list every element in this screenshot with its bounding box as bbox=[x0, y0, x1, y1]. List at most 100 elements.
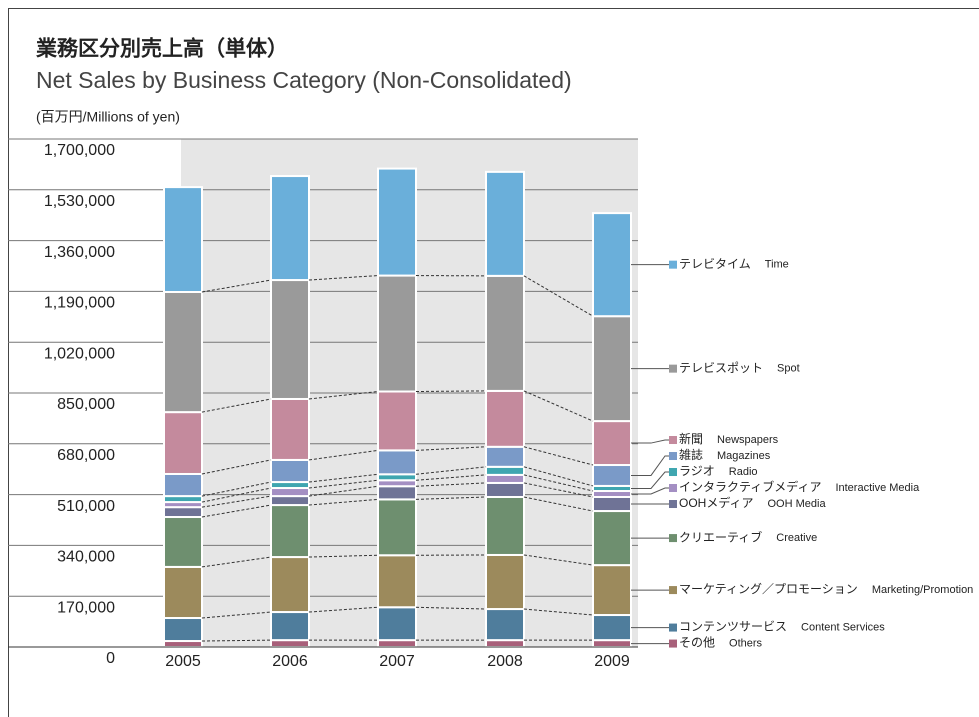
leader-line bbox=[631, 439, 669, 444]
legend-label-en: Marketing/Promotion bbox=[872, 584, 974, 596]
bar-segment bbox=[270, 556, 310, 614]
y-tick-label: 1,700,000 bbox=[44, 142, 115, 159]
legend-swatch bbox=[669, 260, 677, 269]
connector bbox=[415, 390, 487, 393]
x-tick-label: 2006 bbox=[272, 653, 308, 670]
legend-swatch bbox=[669, 484, 677, 493]
unit-label: (百万円/Millions of yen) bbox=[36, 109, 180, 125]
connector bbox=[523, 608, 594, 616]
connector bbox=[523, 482, 594, 498]
legend-swatch bbox=[669, 586, 677, 595]
connector bbox=[308, 606, 379, 613]
bar-segment bbox=[592, 495, 632, 513]
x-tick-label: 2009 bbox=[594, 653, 630, 670]
connector bbox=[308, 479, 379, 489]
connector bbox=[415, 482, 487, 487]
leader-line bbox=[631, 487, 669, 495]
legend-label: クリエーティブ bbox=[679, 529, 762, 544]
connector bbox=[201, 481, 272, 497]
bar-segment bbox=[592, 464, 632, 487]
bar-segment bbox=[377, 498, 417, 557]
legend-label-en: Radio bbox=[729, 466, 758, 478]
legend-swatch bbox=[669, 364, 677, 373]
bar-segment bbox=[270, 639, 310, 649]
bar-segment bbox=[163, 290, 203, 414]
bar-segment bbox=[163, 516, 203, 568]
bar-segment bbox=[377, 639, 417, 649]
connector bbox=[201, 459, 272, 475]
x-tick-label: 2005 bbox=[165, 653, 201, 670]
connector bbox=[415, 474, 487, 481]
bar-segment bbox=[163, 472, 203, 498]
legend-label-en: Content Services bbox=[801, 621, 885, 633]
y-tick-label: 1,530,000 bbox=[44, 193, 115, 210]
legend-swatch bbox=[669, 500, 677, 509]
connector bbox=[308, 391, 379, 400]
chart-title: 業務区分別売上高（単体） bbox=[36, 37, 288, 61]
connector bbox=[308, 554, 379, 558]
legend-label-en: Interactive Media bbox=[835, 482, 920, 494]
connector bbox=[415, 466, 487, 475]
bar-segment bbox=[485, 639, 525, 649]
bar-segment bbox=[270, 397, 310, 461]
y-tick-label: 0 bbox=[106, 650, 115, 667]
connector bbox=[523, 446, 594, 466]
bar-segment bbox=[163, 617, 203, 643]
connector bbox=[415, 446, 487, 451]
legend-label: 新聞 bbox=[679, 431, 703, 446]
connector bbox=[201, 504, 272, 518]
connector bbox=[201, 556, 272, 568]
bar-segment bbox=[270, 279, 310, 400]
legend-label-en: OOH Media bbox=[768, 498, 827, 510]
connector bbox=[201, 611, 272, 619]
bar-segment bbox=[377, 485, 417, 501]
connector bbox=[523, 275, 594, 317]
legend-swatch bbox=[669, 436, 677, 445]
connector bbox=[523, 554, 594, 566]
connector bbox=[308, 485, 379, 497]
bar-segment bbox=[270, 458, 310, 484]
legend-label: その他 bbox=[679, 636, 715, 650]
bar-segment bbox=[270, 504, 310, 559]
connector bbox=[415, 496, 487, 500]
connector bbox=[308, 449, 379, 461]
chart-subtitle: Net Sales by Business Category (Non-Cons… bbox=[36, 67, 572, 93]
connector bbox=[201, 398, 272, 413]
leader-line bbox=[631, 455, 669, 476]
legend-label: OOHメディア bbox=[679, 495, 754, 510]
legend-label: ラジオ bbox=[679, 464, 715, 478]
legend-label-en: Magazines bbox=[717, 450, 771, 462]
connector bbox=[201, 487, 272, 503]
y-tick-label: 850,000 bbox=[57, 396, 115, 413]
bar-segment bbox=[377, 274, 417, 393]
legend-label-en: Others bbox=[729, 637, 763, 649]
connector bbox=[308, 498, 379, 506]
legend-swatch bbox=[669, 639, 677, 648]
bar-segment bbox=[270, 175, 310, 282]
connector bbox=[308, 275, 379, 281]
bar-segment bbox=[270, 495, 310, 507]
legend-label-en: Creative bbox=[776, 532, 817, 544]
bar-segment bbox=[485, 445, 525, 468]
y-tick-label: 340,000 bbox=[57, 549, 115, 566]
bar-segment bbox=[485, 465, 525, 476]
y-tick-label: 170,000 bbox=[57, 599, 115, 616]
bar-segment bbox=[163, 565, 203, 620]
bar-segment bbox=[377, 449, 417, 476]
bar-segment bbox=[485, 170, 525, 277]
bar-segment bbox=[270, 611, 310, 642]
connector bbox=[201, 639, 272, 642]
bar-segment bbox=[592, 510, 632, 567]
bar-segment bbox=[377, 167, 417, 277]
legend-swatch bbox=[669, 623, 677, 632]
legend-swatch bbox=[669, 468, 677, 477]
bar-segment bbox=[485, 473, 525, 484]
connector bbox=[523, 496, 594, 512]
connector bbox=[523, 466, 594, 487]
bar-segment bbox=[592, 564, 632, 617]
legend-label: 雑誌 bbox=[679, 447, 703, 462]
connector bbox=[415, 606, 487, 610]
y-tick-label: 1,020,000 bbox=[44, 345, 115, 362]
legend-label: テレビスポット bbox=[679, 361, 763, 375]
